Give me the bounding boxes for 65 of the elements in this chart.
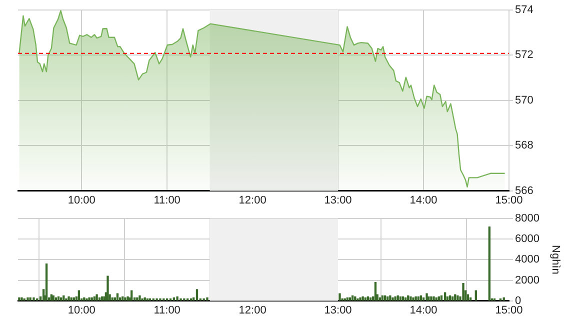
bar [356, 298, 359, 301]
y-tick-label: 8000 [515, 212, 540, 225]
bar [359, 297, 362, 301]
bar [86, 298, 88, 301]
bar [26, 297, 29, 301]
bar [183, 298, 186, 301]
bar [206, 297, 208, 301]
bar [159, 298, 162, 301]
bar [394, 296, 396, 301]
bar [156, 298, 158, 301]
x-tick-label: 12:00 [238, 194, 266, 206]
x-tick-label: 11:00 [154, 304, 180, 316]
bar [106, 276, 109, 301]
bar [65, 298, 68, 301]
x-tick-label: 15:00 [495, 304, 523, 316]
y-tick-label: 566 [515, 184, 534, 197]
x-tick-label: 15:00 [495, 194, 523, 206]
bar [20, 297, 23, 301]
x-tick-label: 10:00 [68, 304, 96, 316]
x-tick-label: 10:00 [68, 194, 96, 206]
x-tick-label: 13:00 [324, 194, 352, 206]
y-tick-label: 2000 [515, 274, 540, 286]
y-axis-title: Nghìn [549, 245, 562, 274]
bar [374, 282, 377, 301]
y-tick-label: 4000 [515, 254, 540, 266]
bar [362, 296, 364, 301]
bar [141, 298, 144, 301]
x-tick-label: 14:00 [410, 304, 438, 316]
bar [430, 296, 432, 301]
bar [392, 297, 394, 301]
bar [426, 293, 428, 301]
bar [88, 297, 90, 301]
bar [18, 297, 20, 301]
bar [338, 293, 341, 301]
bar [412, 297, 414, 301]
bar [78, 290, 80, 301]
bar [23, 298, 26, 301]
x-tick-label: 13:00 [324, 304, 352, 316]
bar [124, 297, 126, 301]
y-tick-label: 570 [515, 94, 534, 106]
bar [96, 294, 98, 301]
y-tick-label: 574 [515, 4, 534, 16]
bar [180, 298, 182, 301]
bar [196, 289, 198, 301]
bar [45, 263, 48, 301]
bar [32, 297, 35, 301]
bar [68, 296, 70, 301]
bar [456, 295, 459, 301]
y-tick-label: 572 [515, 49, 534, 62]
bar [488, 226, 491, 301]
bar [432, 296, 435, 301]
x-tick-label: 12:00 [238, 304, 266, 316]
bar [474, 290, 477, 301]
bar [410, 296, 412, 301]
y-tick-label: 0 [515, 294, 522, 307]
x-tick-label: 11:00 [154, 194, 180, 206]
bar [389, 295, 392, 301]
bar [130, 290, 133, 301]
y-tick-label: 6000 [515, 233, 540, 246]
y-tick-label: 568 [515, 140, 534, 152]
bar [138, 295, 141, 301]
bar [462, 283, 464, 301]
x-tick-label: 14:00 [410, 194, 438, 206]
bar [29, 297, 32, 301]
bar [414, 296, 417, 301]
